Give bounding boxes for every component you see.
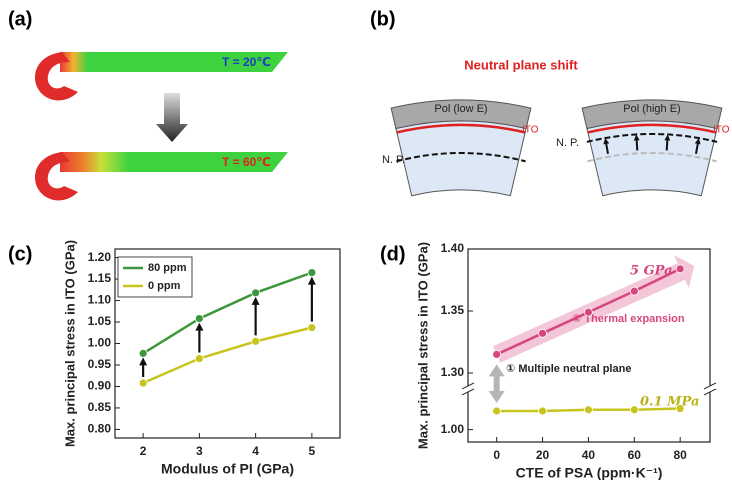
legend-box [117,256,193,298]
shift-arrow [694,138,701,154]
x-tick-label: 4 [252,444,259,458]
marker [251,288,261,298]
y-tick-label: 0.85 [88,400,112,414]
axis-break [703,388,717,396]
plot-frame [467,248,711,443]
annotation: ① Multiple neutral plane [506,363,631,375]
marker [629,286,639,296]
panel-label: (a) [8,8,32,30]
marker [138,348,148,358]
annotation: ② Thermal expansion [572,313,685,325]
substrate [586,120,718,197]
difference-arrowhead [195,322,204,331]
x-axis-label: CTE of PSA (ppm·K⁻¹) [516,465,663,480]
gap-arrow [488,364,505,403]
layer-label: Pol (low E) [434,103,487,115]
y-tick-label: 1.00 [441,422,465,436]
legend-label: 80 ppm [148,262,187,274]
y-tick-label: 1.20 [88,250,112,264]
x-tick-label: 5 [309,444,316,458]
ito-line [587,123,717,134]
y-tick-label: 1.00 [88,336,112,350]
strip-top [35,52,288,101]
x-axis-label: Modulus of PI (GPa) [161,461,294,477]
np-label: N. P. [556,137,579,149]
marker [307,323,317,333]
marker [307,268,317,278]
temperature-label: T = 20℃ [222,55,271,69]
x-tick-label: 60 [628,448,642,462]
neutral-plane-old [587,152,717,163]
x-tick-label: 0 [493,448,500,462]
marker [194,314,204,323]
x-tick-label: 2 [140,444,147,458]
y-tick-label: 1.40 [441,241,465,255]
substrate [395,120,527,197]
marker [194,354,204,363]
neutral-plane [586,133,718,143]
marker [675,404,685,413]
y-tick-label: 1.10 [88,293,112,307]
marker [538,328,547,338]
x-tick-label: 3 [196,444,203,458]
panel-label: (d) [380,243,406,265]
shift-arrow [664,134,671,151]
panel-label: (c) [8,243,32,265]
series-line [142,326,313,385]
ito-label: ITO [522,125,539,136]
down-arrow [156,93,188,142]
marker [538,406,547,416]
axis-break [703,382,717,390]
difference-arrowhead [307,276,316,285]
np-label: N. P. [382,154,405,166]
axis-break-gap [704,385,716,392]
difference-arrowhead [251,296,260,305]
marker [629,405,639,415]
marker [138,378,148,388]
y-tick-label: 0.80 [88,422,112,436]
series-label: 5 GPa [630,264,673,279]
x-tick-label: 80 [674,448,688,462]
series-label: 0.1 MPa [640,395,699,410]
y-tick-label: 1.05 [88,314,112,328]
marker [584,405,593,415]
diagram-title: Neutral plane shift [464,57,578,72]
diagram [390,99,723,197]
legend-label: 0 ppm [148,280,181,292]
axis-break [461,388,475,396]
axis-break-gap [462,385,474,392]
y-tick-label: 1.35 [441,303,465,317]
marker [584,307,593,317]
polarizer [390,99,532,130]
y-tick-label: 0.90 [88,379,112,393]
ito-line [396,123,526,134]
y-axis-label: Max. principal stress in ITO (GPa) [415,242,430,449]
difference-arrowhead [139,357,148,366]
y-axis-label: Max. principal stress in ITO (GPa) [62,240,77,447]
series-line [142,271,313,355]
marker [251,336,261,346]
strip-bottom [35,152,288,201]
marker [492,406,502,416]
x-tick-label: 40 [582,448,596,462]
y-tick-label: 1.15 [88,271,112,285]
neutral-plane [396,152,526,163]
panel-label: (b) [370,8,396,30]
marker [492,349,502,359]
shift-arrow [633,134,640,151]
marker [675,264,685,274]
y-tick-label: 1.30 [441,365,465,379]
ito-label: ITO [713,125,730,136]
temperature-label: T = 60℃ [222,155,271,169]
axis-break [461,382,475,390]
polarizer [581,99,723,130]
y-tick-label: 0.95 [88,357,112,371]
x-tick-label: 20 [536,448,550,462]
layer-label: Pol (high E) [623,103,680,115]
shift-arrow [603,138,610,154]
